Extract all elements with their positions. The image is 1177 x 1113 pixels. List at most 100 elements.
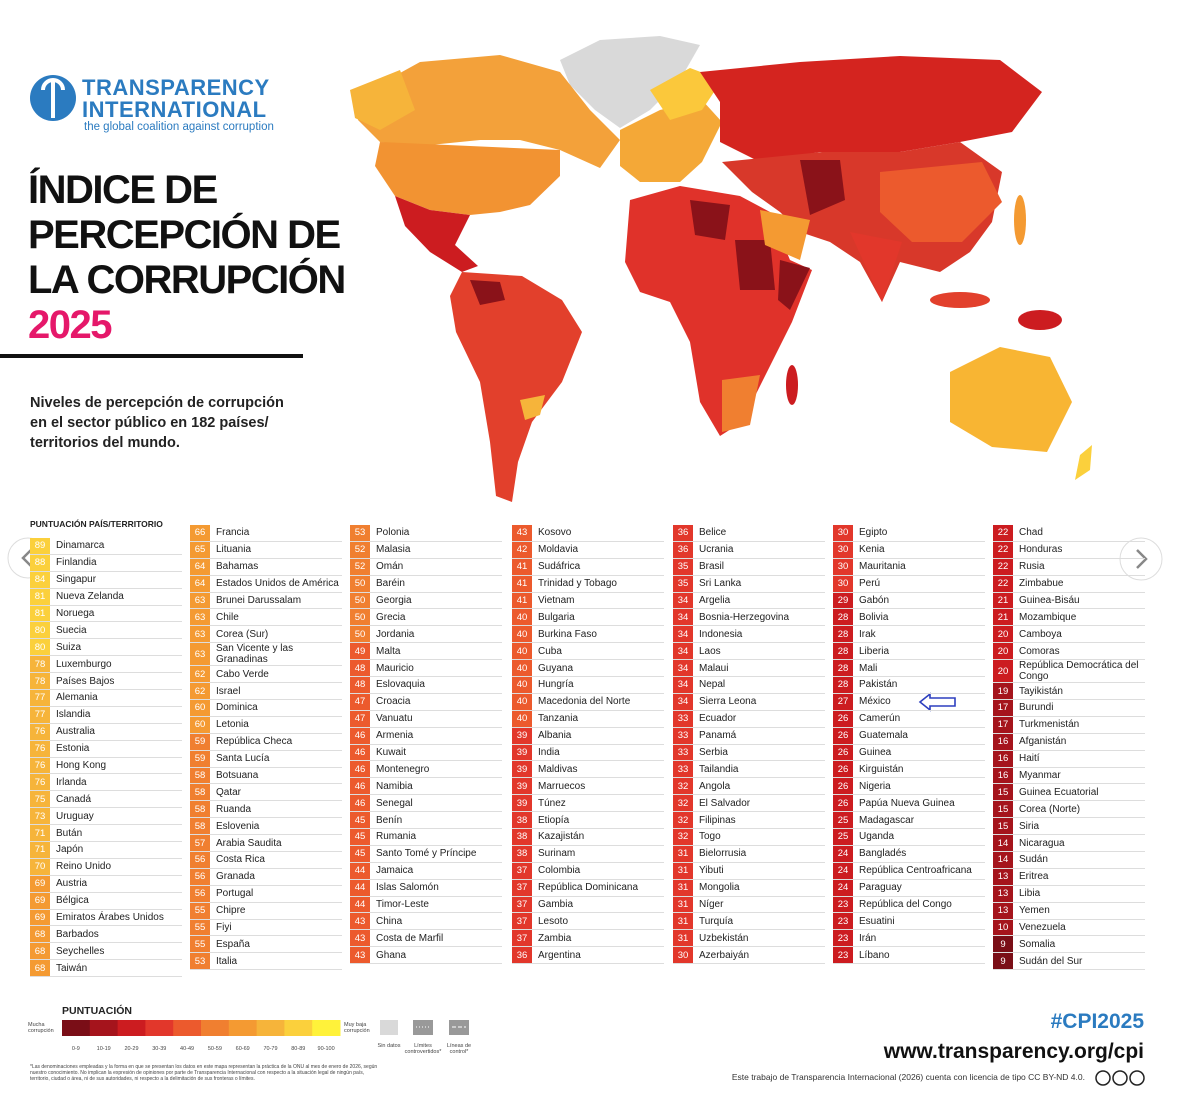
country: Islandia — [56, 709, 91, 721]
country: Barbados — [56, 928, 99, 940]
country: Gambia — [538, 899, 574, 911]
score: 35 — [673, 558, 693, 575]
score: 15 — [993, 784, 1013, 801]
score: 27 — [833, 693, 853, 710]
score: 62 — [190, 683, 210, 700]
table-row: 59 Santa Lucía — [190, 750, 342, 768]
table-row: 34 Argelia — [673, 592, 825, 610]
country: Omán — [376, 561, 404, 573]
country: Vanuatu — [376, 713, 413, 725]
table-row: 38 Kazajistán — [512, 829, 664, 846]
country: Cabo Verde — [216, 668, 269, 680]
score: 37 — [512, 930, 532, 947]
country: Grecia — [376, 611, 406, 623]
score: 81 — [30, 588, 50, 605]
table-row: 34 Sierra Leona — [673, 693, 825, 711]
score: 23 — [833, 947, 853, 964]
table-row: 55 España — [190, 936, 342, 954]
country: Nigeria — [859, 780, 891, 792]
table-row: 45 Santo Tomé y Príncipe — [350, 845, 502, 863]
table-row: 38 Surinam — [512, 845, 664, 863]
country: Guyana — [538, 662, 574, 674]
score: 29 — [833, 592, 853, 609]
logo-line2: INTERNATIONAL — [82, 97, 267, 122]
country: Fiyi — [216, 922, 232, 934]
table-row: 28 Mali — [833, 660, 985, 678]
score: 49 — [350, 643, 370, 660]
score: 34 — [673, 643, 693, 660]
table-row: 71 Japón — [30, 842, 182, 859]
score: 41 — [512, 558, 532, 575]
score: 58 — [190, 784, 210, 801]
legend-title: PUNTUACIÓN — [62, 1005, 132, 1017]
table-row: 22 Chad — [993, 525, 1145, 542]
country: Sri Lanka — [699, 578, 742, 590]
table-row: 23 Irán — [833, 930, 985, 948]
table-row: 68 Seychelles — [30, 943, 182, 961]
score: 43 — [350, 947, 370, 964]
country: Somalia — [1019, 938, 1056, 950]
score: 50 — [350, 575, 370, 592]
country: Tailandia — [699, 763, 739, 775]
legend-low: Mucha corrupción — [28, 1022, 54, 1034]
table-row: 56 Portugal — [190, 885, 342, 903]
country: India — [538, 747, 560, 759]
table-row: 71 Bután — [30, 825, 182, 843]
country: Uganda — [859, 831, 895, 843]
score: 28 — [833, 660, 853, 677]
score: 77 — [30, 690, 50, 706]
score: 45 — [350, 845, 370, 862]
table-row: 30 Kenia — [833, 541, 985, 559]
table-row: 68 Barbados — [30, 926, 182, 944]
country: Qatar — [216, 786, 242, 798]
score: 16 — [993, 767, 1013, 784]
table-row: 20 Camboya — [993, 626, 1145, 644]
country: El Salvador — [699, 797, 751, 809]
table-row: 31 Níger — [673, 896, 825, 914]
table-row: 26 Papúa Nueva Guinea — [833, 795, 985, 813]
legend-band-label: 70-79 — [263, 1046, 277, 1052]
country: Letonia — [216, 719, 249, 731]
country: Ucrania — [699, 544, 734, 556]
country: Paraguay — [859, 882, 902, 894]
score: 16 — [993, 750, 1013, 767]
table-row: 70 Reino Unido — [30, 858, 182, 876]
country: Croacia — [376, 696, 411, 708]
table-row: 15 Guinea Ecuatorial — [993, 784, 1145, 802]
country: Moldavia — [538, 544, 579, 556]
table-row: 16 Haití — [993, 750, 1145, 768]
table-row: 76 Hong Kong — [30, 757, 182, 775]
score: 38 — [512, 829, 532, 845]
legend-band-label: 20-29 — [124, 1046, 138, 1052]
score: 40 — [512, 710, 532, 727]
table-row: 56 Granada — [190, 868, 342, 886]
table-row: 23 Esuatini — [833, 913, 985, 931]
table-row: 43 Ghana — [350, 947, 502, 965]
score: 68 — [30, 926, 50, 943]
country: Bulgaria — [538, 611, 575, 623]
score: 57 — [190, 835, 210, 852]
score: 33 — [673, 710, 693, 727]
table-row: 31 Uzbekistán — [673, 930, 825, 948]
table-row: 15 Siria — [993, 818, 1145, 836]
score: 50 — [350, 609, 370, 626]
legend-bar: 0-9 10-19 20-29 30-39 40-49 50-59 60-69 70-79 80… — [62, 1020, 341, 1052]
country: Venezuela — [1019, 922, 1066, 934]
country: Chile — [216, 611, 239, 623]
score: 41 — [512, 575, 532, 592]
score: 36 — [512, 947, 532, 964]
score: 13 — [993, 885, 1013, 902]
carousel-next[interactable] — [1119, 537, 1163, 581]
score: 76 — [30, 723, 50, 740]
legend-band — [145, 1020, 174, 1036]
table-row: 13 Yemen — [993, 902, 1145, 920]
score: 28 — [833, 626, 853, 643]
table-row: 28 Bolivia — [833, 609, 985, 627]
score: 64 — [190, 558, 210, 575]
country: Botsuana — [216, 770, 259, 782]
table-row: 69 Bélgica — [30, 892, 182, 910]
table-row: 9 Somalia — [993, 936, 1145, 954]
country: Yemen — [1019, 905, 1050, 917]
score: 37 — [512, 896, 532, 913]
